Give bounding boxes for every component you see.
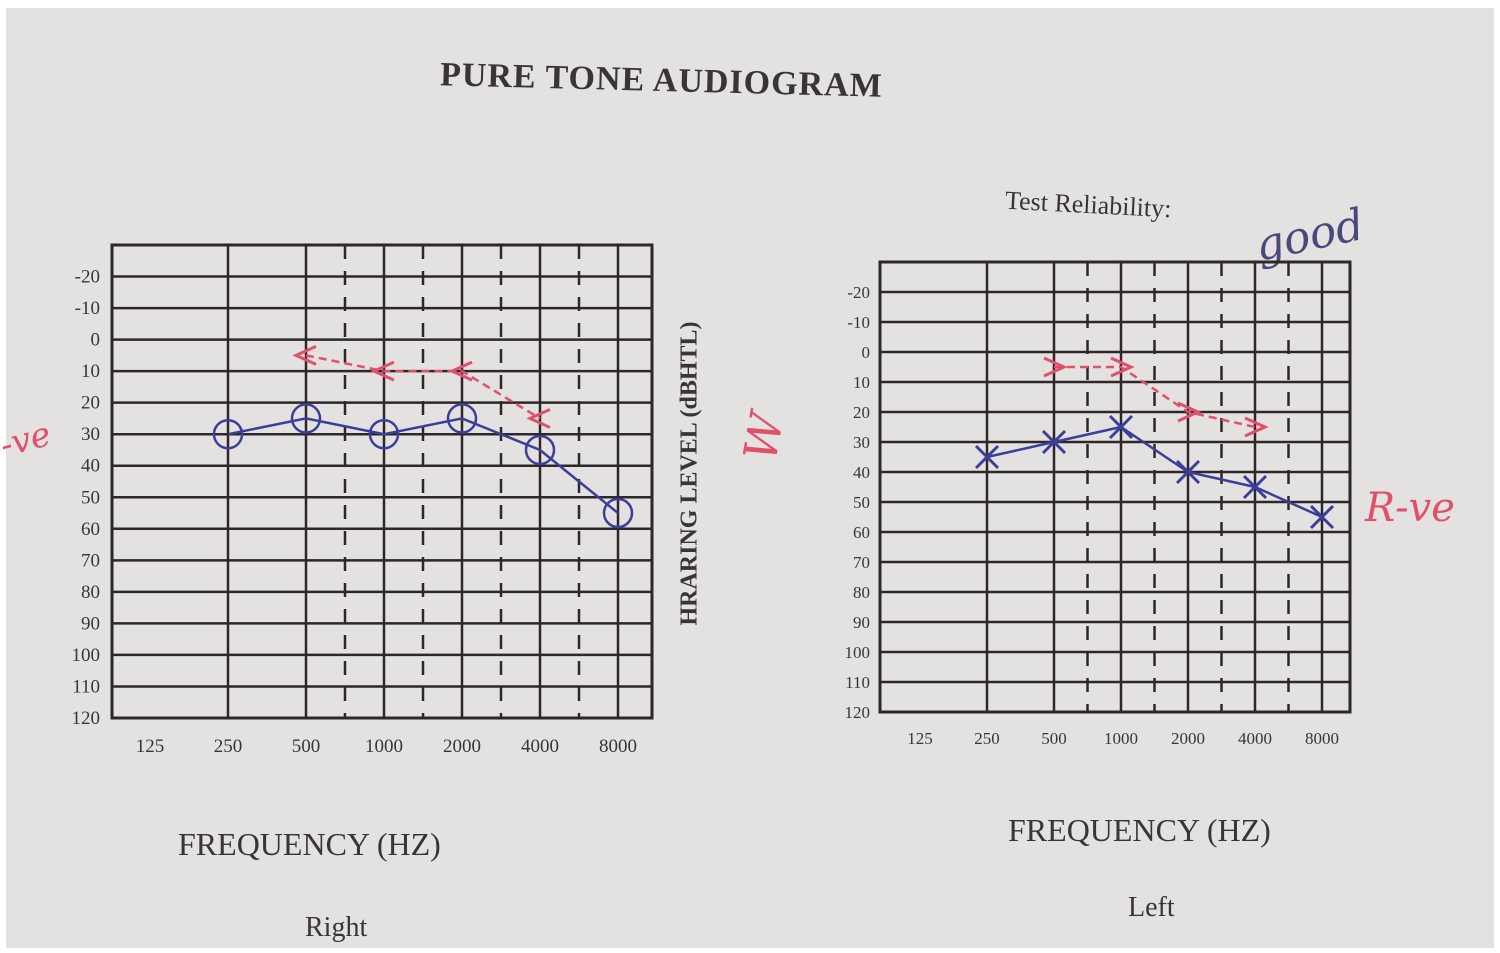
y-tick-label: 40: [81, 456, 100, 477]
y-tick-label: 80: [853, 583, 870, 602]
y-tick-label: 100: [72, 645, 101, 666]
y-tick-label: 10: [81, 361, 100, 382]
y-tick-label: 60: [853, 523, 870, 542]
y-tick-label: 120: [72, 708, 101, 729]
data-point-bone-left: [526, 408, 551, 429]
y-tick-label: 80: [81, 582, 100, 603]
plot-border: [110, 243, 654, 720]
y-tick-label: 40: [853, 463, 870, 482]
data-point-bone-right: [1043, 356, 1068, 378]
series-line-air: [986, 425, 1323, 519]
data-point-bone-left: [292, 344, 317, 366]
x-tick-label: 1000: [1104, 729, 1138, 748]
data-point-x: [974, 444, 1000, 470]
data-point-bone-right: [1244, 416, 1269, 438]
left-chart-title: Left: [1128, 892, 1175, 923]
y-tick-label: 0: [862, 343, 871, 362]
x-tick-label: 500: [292, 736, 321, 757]
x-tick-label: 4000: [1238, 729, 1272, 748]
data-point-x: [1108, 414, 1134, 440]
y-tick-label: -20: [75, 267, 100, 288]
y-tick-label: 20: [853, 403, 870, 422]
right-chart-title: Right: [305, 912, 368, 943]
y-tick-label: 0: [91, 330, 101, 351]
data-point-circle: [290, 403, 322, 434]
x-tick-label: 125: [136, 736, 165, 757]
data-point-x: [1242, 474, 1268, 500]
y-tick-label: -10: [847, 313, 870, 332]
x-tick-label: 125: [907, 729, 933, 748]
right-x-axis-label: FREQUENCY (HZ): [178, 826, 441, 862]
y-tick-label: 90: [853, 613, 870, 632]
data-point-circle: [602, 497, 634, 529]
x-tick-label: 2000: [1171, 729, 1205, 748]
data-point-x: [1309, 504, 1335, 530]
x-tick-label: 8000: [1305, 729, 1339, 748]
y-tick-label: 110: [845, 673, 870, 692]
data-point-bone-right: [1177, 401, 1202, 423]
y-tick-label: -10: [75, 298, 100, 319]
data-point-x: [1041, 429, 1067, 455]
y-tick-label: 90: [81, 613, 100, 634]
y-tick-label: 50: [853, 493, 870, 512]
x-tick-label: 250: [214, 736, 243, 757]
y-tick-label: 70: [81, 550, 100, 571]
x-tick-label: 250: [974, 729, 1000, 748]
right-ear-chart: 125 250 500 1000 2000 4000 8000 -20 -10 0 10 20 30 40…: [72, 243, 654, 757]
x-tick-label: 2000: [443, 736, 481, 757]
y-tick-label: 50: [81, 487, 100, 508]
series-line-bone: [1054, 365, 1256, 429]
y-tick-label: 30: [81, 424, 100, 445]
y-tick-label: -20: [847, 283, 870, 302]
x-tick-label: 1000: [365, 736, 403, 757]
y-tick-label: 100: [845, 643, 871, 662]
y-tick-label: 20: [81, 393, 100, 414]
data-point-circle: [368, 418, 400, 450]
x-tick-label: 4000: [521, 736, 559, 757]
data-point-circle: [524, 434, 556, 466]
x-tick-label: 8000: [599, 736, 637, 757]
y-tick-label: 10: [853, 373, 870, 392]
x-tick-label: 500: [1041, 729, 1067, 748]
series-line-bone: [305, 354, 541, 420]
handwritten-note-left: R-ve: [1365, 485, 1455, 531]
data-point-x: [1175, 459, 1201, 485]
left-ear-chart: 125 250 500 1000 2000 4000 8000 -20 -10 0 10 20 30 40…: [845, 260, 1352, 748]
data-point-bone-left: [370, 360, 395, 382]
data-point-circle: [446, 403, 478, 434]
plot-border: [878, 260, 1352, 714]
y-tick-label: 110: [72, 676, 100, 697]
y-tick-label: 120: [845, 703, 871, 722]
data-point-circle: [212, 418, 244, 450]
data-point-bone-left: [448, 360, 473, 382]
data-point-bone-right: [1110, 356, 1135, 378]
left-x-axis-label: FREQUENCY (HZ): [1008, 812, 1271, 848]
y-tick-label: 70: [853, 553, 870, 572]
y-tick-label: 30: [853, 433, 870, 452]
y-tick-label: 60: [81, 519, 100, 540]
